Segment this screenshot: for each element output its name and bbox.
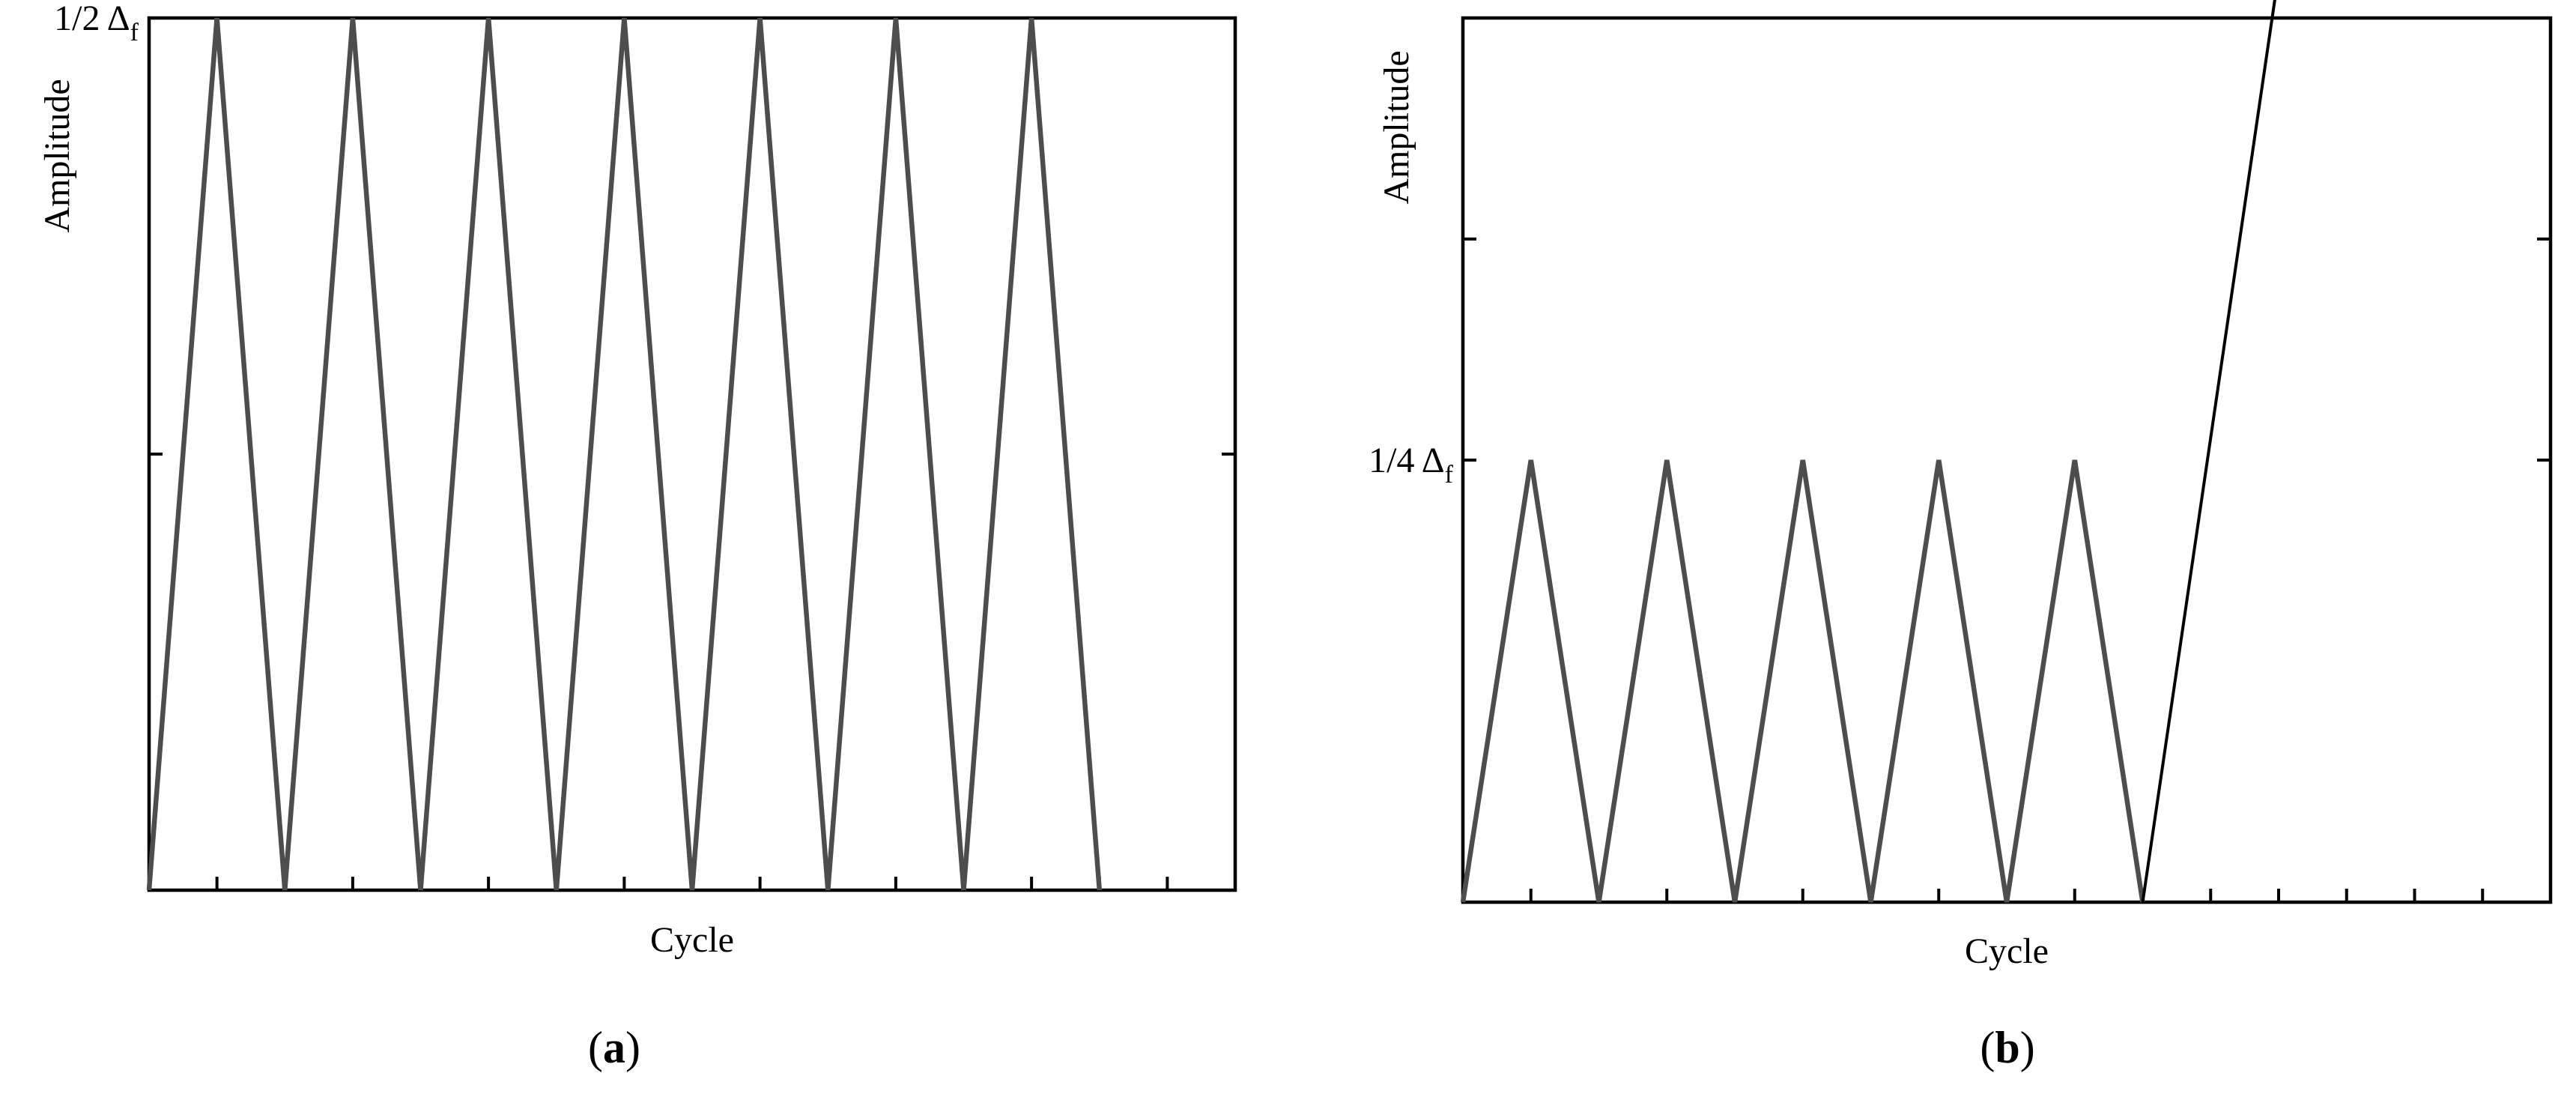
panel-label-letter: b	[1995, 1023, 2019, 1072]
panel-label-open-paren: (	[588, 1023, 603, 1072]
panel-label-open-paren: (	[1980, 1023, 1995, 1072]
y-axis-label: Amplitude	[37, 79, 77, 232]
panel-label-close-paren: )	[2020, 1023, 2035, 1072]
x-axis-label: Cycle	[1965, 931, 2049, 971]
panel-label: (b)	[1980, 1023, 2034, 1072]
chart-panel-a: 1/2 Δf Cycle Amplitude (a)	[37, 0, 1237, 1072]
fracture-arrow	[2141, 0, 2276, 903]
y-tick-label-subscript: f	[1445, 461, 1454, 489]
panel-label: (a)	[588, 1023, 640, 1072]
series-line-0	[146, 17, 1103, 891]
y-tick-label-main: 1/2 Δ	[54, 0, 130, 38]
x-axis-label: Cycle	[650, 920, 734, 960]
chart-panel-b: 1/4 ΔfFractureCycleAmplitude(b)	[1369, 0, 2553, 1072]
plot-frame	[147, 16, 1237, 892]
panel-label-close-paren: )	[625, 1023, 640, 1072]
y-tick-label: 1/2 Δf	[54, 0, 139, 46]
y-tick-label-main: 1/4 Δ	[1369, 441, 1445, 480]
panel-label-letter: a	[603, 1023, 625, 1072]
y-tick-label-subscript: f	[130, 19, 139, 46]
series-line-0	[1460, 459, 2145, 903]
y-tick-label: 1/4 Δf	[1369, 441, 1454, 489]
plot-frame	[1461, 16, 2553, 904]
y-axis-label: Amplitude	[1377, 50, 1416, 204]
